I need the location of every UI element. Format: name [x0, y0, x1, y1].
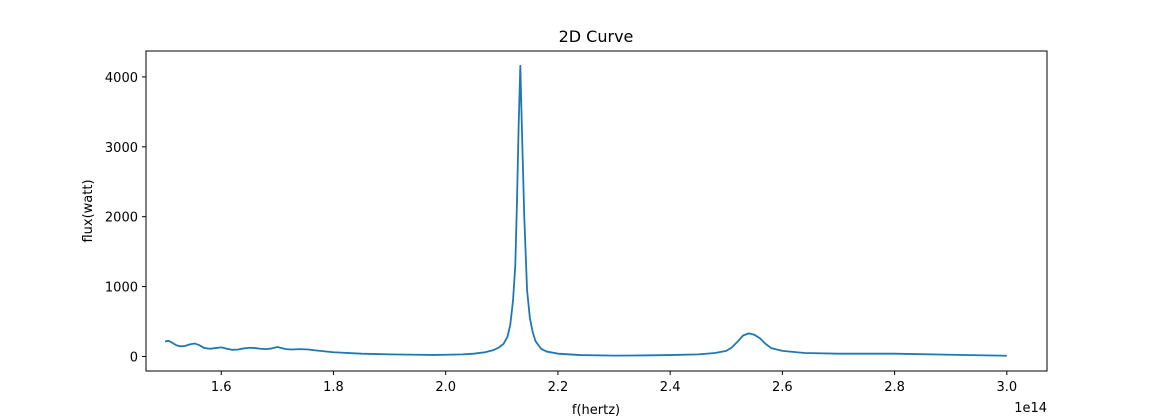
- y-tick-label: 4000: [105, 71, 138, 86]
- y-tick-label: 2000: [105, 211, 138, 226]
- plot-area: [145, 50, 1048, 372]
- x-tick-label: 1.8: [323, 380, 344, 395]
- y-tick-label: 3000: [105, 141, 138, 156]
- x-axis-offset-label: 1e14: [1014, 401, 1047, 416]
- x-tick-label: 2.4: [660, 380, 681, 395]
- y-axis-label: flux(watt): [81, 179, 96, 242]
- x-axis-ticks: 1.6 1.8 2.0 2.2 2.4 2.6 2.8 3.0: [211, 371, 1017, 395]
- x-tick-label: 2.6: [772, 380, 793, 395]
- x-axis-label: f(hertz): [572, 403, 620, 418]
- x-tick-label: 2.0: [435, 380, 456, 395]
- y-tick-label: 0: [130, 350, 138, 365]
- chart-title: 2D Curve: [559, 27, 634, 46]
- x-tick-label: 1.6: [211, 380, 232, 395]
- x-tick-label: 3.0: [996, 380, 1017, 395]
- y-tick-label: 1000: [105, 281, 138, 296]
- series-layer: [164, 64, 1007, 357]
- x-tick-label: 2.2: [548, 380, 569, 395]
- series-line: [164, 64, 1007, 357]
- y-axis-ticks: 0 1000 2000 3000 4000: [105, 71, 146, 365]
- x-tick-label: 2.8: [884, 380, 905, 395]
